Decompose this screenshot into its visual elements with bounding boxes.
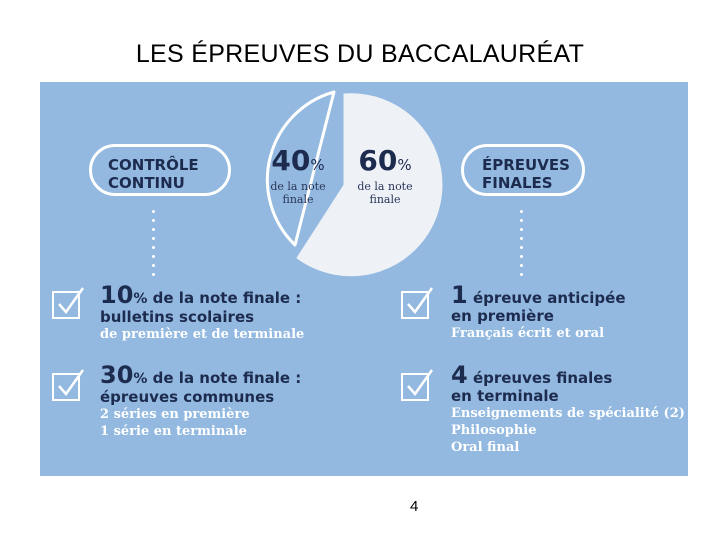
item-number: 30 xyxy=(100,361,134,389)
epreuves-finales-line1: ÉPREUVES xyxy=(482,156,570,174)
item-heading: de la note finale : xyxy=(152,369,302,387)
item-detail: 2 séries en première xyxy=(100,407,250,422)
item-number: 10 xyxy=(100,281,134,309)
pie-right-caption-1: de la note xyxy=(357,180,413,193)
checkbox-icon xyxy=(52,369,85,401)
pie-right-value: 60 xyxy=(358,144,398,177)
item-unit: % xyxy=(133,371,148,387)
page-title: LES ÉPREUVES DU BACCALAURÉAT xyxy=(135,40,585,68)
pie-label-left: 40% de la note finale xyxy=(258,144,338,207)
item-heading: épreuves finales xyxy=(472,369,613,387)
item-heading: épreuve anticipée xyxy=(472,289,626,307)
checkbox-icon xyxy=(52,287,85,319)
pie-left-value: 40 xyxy=(271,144,311,177)
item-line2: épreuves communes xyxy=(100,388,275,406)
controle-continu-label: CONTRÔLE CONTINU xyxy=(89,144,231,196)
item-bulletins-scolaires: 10% de la note finale : bulletins scolai… xyxy=(100,283,380,343)
controle-continu-line2: CONTINU xyxy=(108,174,185,192)
pie-right-caption-2: finale xyxy=(369,193,401,206)
item-epreuves-finales: 4 épreuves finales en terminale Enseigne… xyxy=(451,363,686,456)
item-number: 1 xyxy=(451,281,468,309)
pie-slice-60 xyxy=(296,93,443,277)
pie-left-caption-2: finale xyxy=(282,193,314,206)
item-heading: de la note finale : xyxy=(152,289,302,307)
item-line2: en première xyxy=(451,307,554,325)
pie-chart xyxy=(265,90,443,277)
item-line2: bulletins scolaires xyxy=(100,308,255,326)
controle-continu-line1: CONTRÔLE xyxy=(108,156,199,174)
pie-right-unit: % xyxy=(397,156,412,174)
item-detail: 1 série en terminale xyxy=(100,424,247,439)
item-detail: Français écrit et oral xyxy=(451,326,605,341)
checkbox-icon xyxy=(401,287,434,319)
pie-left-unit: % xyxy=(310,156,325,174)
epreuves-finales-label: ÉPREUVES FINALES xyxy=(461,144,585,196)
item-detail: de première et de terminale xyxy=(100,327,305,342)
item-detail: Enseignements de spécialité (2) xyxy=(451,406,685,421)
checkbox-icon xyxy=(401,369,434,401)
item-unit: % xyxy=(133,291,148,307)
item-detail: Oral final xyxy=(451,440,520,455)
pie-label-right: 60% de la note finale xyxy=(344,144,426,207)
epreuves-finales-line2: FINALES xyxy=(482,174,553,192)
page-number: 4 xyxy=(410,498,419,515)
item-epreuves-communes: 30% de la note finale : épreuves commune… xyxy=(100,363,380,440)
infographic-panel: 40% de la note finale 60% de la note fin… xyxy=(40,82,688,476)
dotted-connector-right xyxy=(520,210,524,282)
item-number: 4 xyxy=(451,361,468,389)
dotted-connector-left xyxy=(152,210,156,282)
pie-left-caption-1: de la note xyxy=(270,180,326,193)
item-epreuve-anticipee: 1 épreuve anticipée en première Français… xyxy=(451,283,686,342)
item-detail: Philosophie xyxy=(451,423,537,438)
item-line2: en terminale xyxy=(451,387,559,405)
pie-slice-40 xyxy=(265,90,336,247)
